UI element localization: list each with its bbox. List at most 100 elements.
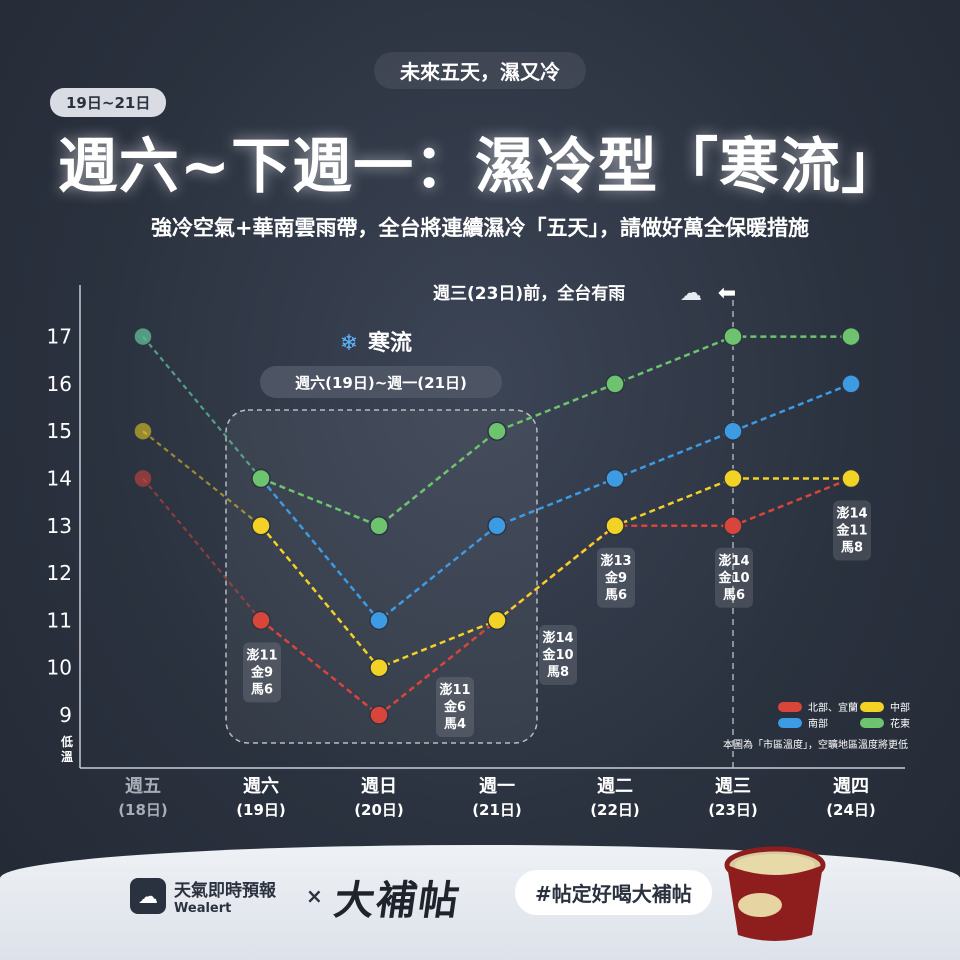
series-line-花東: [260, 335, 851, 528]
data-point-花東: [133, 326, 153, 347]
island-annotation-text: 馬4: [444, 717, 466, 732]
data-point-花東: [487, 421, 507, 441]
logo: 大補帖: [331, 877, 464, 924]
x-tick-label: 週四: [833, 776, 869, 797]
top-tag-text: 未來五天，濕又冷: [374, 52, 586, 89]
island-annotation-text: 馬6: [723, 588, 745, 603]
island-annotation-text: 澎14: [718, 553, 749, 569]
y-tick-label: 10: [47, 656, 72, 680]
rain-cloud-icon: ☁: [680, 281, 702, 306]
island-annotation-box: [597, 547, 635, 608]
cold-wave-label: 寒流: [368, 330, 412, 356]
x-tick-date: (19日): [236, 801, 286, 819]
island-annotation-box: [539, 625, 577, 685]
x-tick-label: 週二: [597, 776, 633, 797]
y-tick-label: 14: [47, 467, 72, 491]
island-annotation-text: 馬6: [605, 588, 627, 603]
y-axis-label: 溫: [61, 750, 73, 764]
y-tick-label: 9: [59, 703, 72, 727]
data-point-花東: [841, 326, 861, 347]
island-annotation-text: 金10: [717, 570, 749, 586]
y-axis-label: 低: [60, 734, 73, 749]
cold-wave-box: [225, 409, 538, 744]
legend-label: 北部、宜蘭: [808, 701, 858, 714]
y-tick-label: 15: [47, 419, 72, 443]
y-tick-label: 13: [47, 514, 72, 538]
data-point-花東: [251, 468, 271, 489]
data-point-中部: [133, 421, 153, 441]
x-tick-date: (24日): [826, 801, 876, 819]
legend-swatch: [778, 702, 802, 712]
legend-swatch: [860, 702, 884, 712]
weather-brand-en: Wealert: [174, 901, 232, 916]
island-annotation-text: 澎14: [542, 630, 573, 646]
island-annotation-box: [243, 642, 281, 703]
page-subtitle: 強冷空氣+華南雲雨帶，全台將連續濕冷「五天」，請做好萬全保暖措施: [150, 216, 810, 240]
island-annotation-text: 澎11: [246, 647, 277, 663]
legend-swatch: [778, 718, 802, 728]
data-point-花東: [605, 374, 625, 394]
data-point-中部: [723, 468, 743, 489]
rain-note: 週三(23日)前，全台有雨: [433, 283, 625, 304]
x-tick-date: (22日): [590, 801, 640, 819]
data-point-北部、宜蘭: [723, 516, 743, 536]
data-point-南部: [723, 421, 743, 441]
data-point-花東: [369, 516, 389, 536]
series-line-北部、宜蘭: [260, 477, 852, 717]
island-annotation-text: 馬8: [841, 541, 863, 556]
data-point-中部: [369, 657, 389, 678]
x-tick-label: 週五: [125, 776, 161, 797]
data-point-南部: [487, 516, 507, 536]
x-tick-label: 週日: [361, 776, 397, 797]
island-annotation-text: 金9: [250, 664, 273, 680]
island-annotation-text: 金10: [541, 647, 573, 663]
data-point-花東: [723, 326, 743, 347]
legend-label: 花東: [890, 717, 910, 730]
product-cup-image: [724, 846, 826, 941]
series-line-中部: [142, 430, 262, 527]
legend-label: 南部: [808, 717, 828, 730]
island-annotation-text: 澎14: [836, 506, 867, 522]
data-point-中部: [487, 610, 507, 631]
data-point-南部: [605, 468, 625, 489]
snowflake-icon: ❄: [340, 331, 358, 356]
island-annotation-text: 馬8: [547, 665, 569, 680]
hashtag-pill: #帖定好喝大補帖: [515, 870, 712, 915]
times-symbol: ×: [306, 884, 323, 908]
island-annotation-text: 馬6: [251, 682, 273, 697]
x-tick-date: (23日): [708, 801, 758, 819]
data-point-北部、宜蘭: [369, 705, 389, 725]
y-tick-label: 17: [47, 325, 72, 349]
weather-brand-name: 天氣即時預報: [174, 881, 276, 901]
left-arrow-icon: ⬅: [718, 281, 736, 306]
island-annotation-text: 澎11: [439, 682, 470, 698]
footnote: 本圖為「市區溫度」，空曠地區溫度將更低: [723, 738, 908, 751]
y-tick-label: 11: [47, 608, 72, 632]
data-point-北部、宜蘭: [133, 468, 153, 489]
series-line-花東: [142, 335, 262, 480]
island-annotation-box: [833, 500, 871, 561]
y-tick-label: 16: [47, 372, 72, 396]
island-annotation-box: [436, 677, 474, 737]
data-point-南部: [841, 374, 861, 394]
data-point-中部: [251, 516, 271, 536]
x-tick-label: 週六: [243, 775, 279, 797]
x-tick-date: (20日): [354, 801, 404, 819]
legend-label: 中部: [890, 701, 910, 714]
series-line-中部: [260, 477, 851, 670]
x-tick-date: (18日): [118, 801, 168, 819]
island-annotation-text: 金9: [604, 570, 627, 586]
island-annotation-text: 澎13: [600, 553, 631, 569]
legend-swatch: [860, 718, 884, 728]
x-tick-label: 週一: [479, 776, 515, 797]
x-tick-label: 週三: [715, 776, 751, 797]
cloud-sun-icon: ☁: [130, 878, 166, 914]
weather-brand: ☁ 天氣即時預報 Wealert: [130, 876, 276, 916]
island-annotation-text: 金6: [443, 699, 466, 715]
island-annotation-box: [715, 547, 753, 608]
data-point-中部: [605, 516, 625, 536]
cold-wave-range-pill: [260, 366, 502, 398]
page-title: 週六~下週一：濕冷型「寒流」: [57, 132, 903, 202]
top-tag: 未來五天，濕又冷: [0, 52, 960, 89]
